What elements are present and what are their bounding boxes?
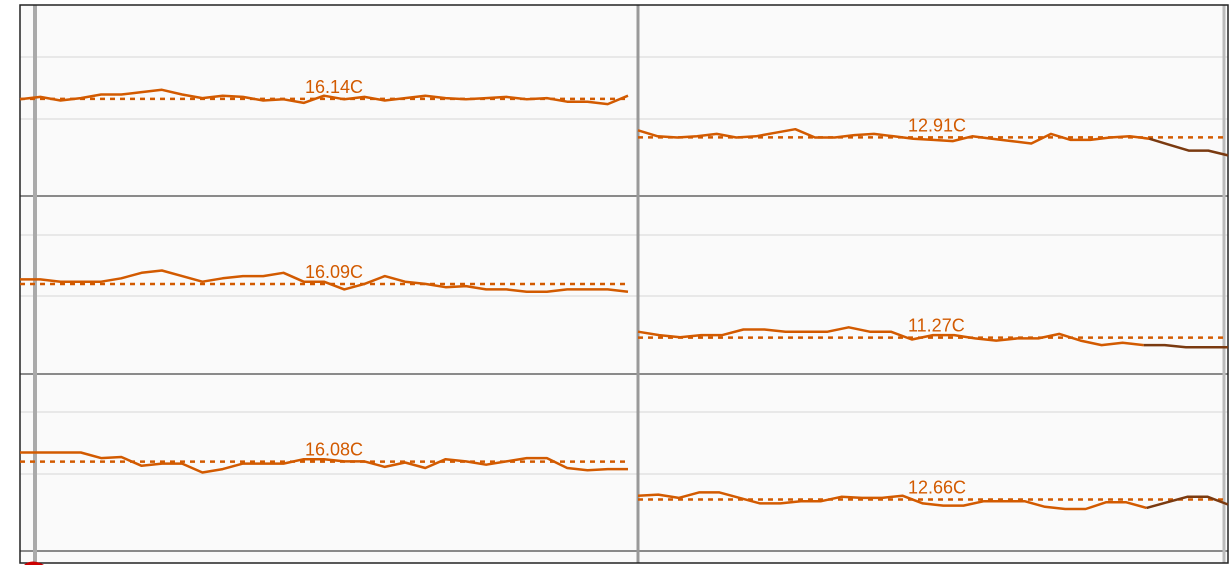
series-line-row-1-seg1 bbox=[19, 88, 629, 106]
series-line-row-3-seg2 bbox=[637, 491, 1147, 511]
series-line-tail-row-3-seg2 bbox=[1146, 495, 1229, 510]
series-line-row-1-seg2 bbox=[637, 127, 1150, 145]
average-label-row-2-seg2: 11.27C bbox=[908, 316, 965, 336]
corner-accent bbox=[24, 561, 44, 565]
series-line-tail-row-2-seg2 bbox=[1143, 343, 1228, 349]
series-line-tail-row-1-seg2 bbox=[1148, 137, 1229, 157]
average-label-row-3-seg2: 12.66C bbox=[908, 477, 966, 497]
average-label-row-3-seg1: 16.08C bbox=[305, 440, 363, 460]
average-label-row-2-seg1: 16.09C bbox=[305, 262, 363, 282]
series-line-row-3-seg1 bbox=[20, 451, 628, 474]
average-label-row-1-seg2: 12.91C bbox=[908, 115, 966, 135]
series-line-row-2-seg2 bbox=[637, 326, 1144, 347]
average-label-row-1-seg1: 16.14C bbox=[305, 77, 363, 97]
series-line-row-2-seg1 bbox=[20, 269, 629, 293]
